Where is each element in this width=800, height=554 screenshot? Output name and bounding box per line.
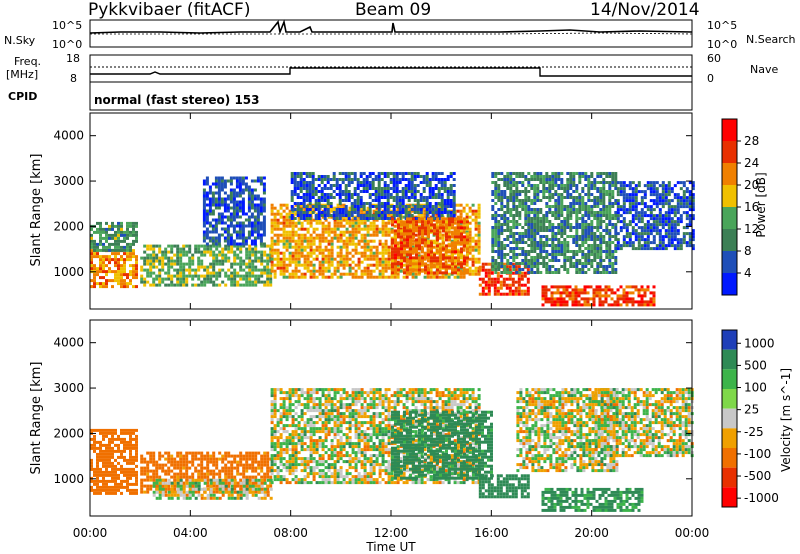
velocity-colorbar-tick-label: 1000 — [744, 336, 775, 350]
freq-tick-high: 18 — [66, 52, 80, 65]
power-colorbar-tick-label: 20 — [744, 178, 759, 192]
velocity-regions — [90, 388, 694, 512]
velocity-region-8 — [591, 388, 694, 458]
nsky-tick-low: 10^0 — [52, 38, 83, 51]
power-colorbar-swatch — [722, 229, 737, 251]
nsky-label: N.Sky — [4, 34, 36, 47]
velocity-colorbar-tick-label: 100 — [744, 381, 767, 395]
xtick-label: 08:00 — [273, 526, 308, 540]
power-colorbar-swatch — [722, 141, 737, 163]
velocity-region-0 — [90, 428, 138, 495]
ytick-label: 3000 — [53, 381, 84, 395]
power-region-9 — [541, 285, 656, 307]
velocity-colorbar-swatch — [722, 349, 737, 370]
velocity-colorbar-swatch — [722, 408, 737, 429]
beam-label: Beam 09 — [355, 0, 432, 20]
power-colorbar-tick-label: 12 — [744, 222, 759, 236]
xtick-label: 04:00 — [173, 526, 208, 540]
xlabel: Time UT — [365, 540, 416, 554]
ytick-label: 1000 — [53, 265, 84, 279]
power-region-0 — [90, 249, 138, 289]
nsky-panel-frame — [89, 19, 693, 48]
xtick-label: 16:00 — [474, 526, 509, 540]
power-region-5 — [290, 172, 456, 220]
power-region-2 — [140, 244, 273, 287]
power-colorbar-swatch — [722, 273, 737, 295]
velocity-colorbar-tick-label: -500 — [744, 469, 771, 483]
power-colorbar-swatch — [722, 251, 737, 273]
power-colorbar-swatch — [722, 119, 737, 141]
velocity-colorbar-swatch — [722, 487, 737, 507]
power-region-6 — [391, 217, 469, 275]
ytick-label: 2000 — [53, 426, 84, 440]
power-colorbar-label: Power [dB] — [754, 172, 768, 237]
ytick-label: 1000 — [53, 472, 84, 486]
velocity-colorbar-tick-label: 25 — [744, 403, 759, 417]
power-colorbar-swatch — [722, 185, 737, 207]
velocity-colorbar-label: Velocity [m s^-1] — [779, 368, 793, 472]
velocity-region-4 — [391, 410, 493, 480]
power-colorbar-tick-label: 24 — [744, 156, 759, 170]
ytick-label: 2000 — [53, 219, 84, 233]
power-colorbar-tick-label: 4 — [744, 266, 752, 280]
power-region-10 — [616, 181, 695, 251]
nsearch-tick-high: 10^5 — [707, 19, 738, 32]
velocity-region-2 — [152, 478, 273, 500]
ytick-label: 4000 — [53, 336, 84, 350]
power-colorbar-tick-label: 16 — [744, 200, 759, 214]
velocity-colorbar-swatch — [722, 330, 737, 350]
power-colorbar-swatch — [722, 207, 737, 229]
xtick-label: 12:00 — [374, 526, 409, 540]
nsky-trace — [89, 19, 693, 35]
power-region-1 — [90, 221, 138, 252]
power-region-3 — [202, 176, 266, 246]
date-label: 14/Nov/2014 — [590, 0, 700, 20]
freq-unit-label: [MHz] — [6, 68, 39, 81]
velocity-colorbar-tick-label: 500 — [744, 358, 767, 372]
xtick-label: 00:00 — [73, 526, 108, 540]
velocity-colorbar-tick-label: -25 — [744, 425, 764, 439]
power-region-8 — [491, 172, 618, 274]
nave-tick-high: 60 — [707, 52, 721, 65]
station-title: Pykkvibaer (fitACF) — [88, 0, 251, 20]
power-colorbar-tick-label: 28 — [744, 134, 759, 148]
velocity-colorbar: 1000 500 100 25 -25 -100 -500 -1000 — [721, 329, 779, 508]
nave-label: Nave — [750, 63, 779, 76]
cpid-text: normal (fast stereo) 153 — [94, 93, 260, 107]
xtick-label: 20:00 — [574, 526, 609, 540]
nsearch-trace — [90, 32, 693, 35]
velocity-ylabel: Slant Range [km] — [29, 362, 44, 475]
velocity-colorbar-frame — [721, 329, 738, 508]
velocity-colorbar-swatch — [722, 428, 737, 448]
cpid-panel-frame — [89, 81, 693, 111]
ytick-label: 4000 — [53, 129, 84, 143]
power-regions — [90, 172, 695, 307]
ytick-label: 3000 — [53, 174, 84, 188]
velocity-colorbar-swatch — [722, 467, 737, 488]
cpid-label: CPID — [8, 90, 38, 103]
freq-trace — [90, 67, 692, 77]
power-colorbar: 4 8 12 16 20 24 28 — [721, 118, 759, 296]
nsearch-label: N.Search — [746, 33, 796, 46]
velocity-colorbar-swatch — [722, 369, 737, 389]
velocity-colorbar-tick-label: -1000 — [744, 491, 779, 505]
freq-label: Freq. — [14, 55, 42, 68]
nave-tick-low: 0 — [707, 72, 714, 85]
velocity-colorbar-swatch — [722, 389, 737, 409]
power-colorbar-tick-label: 8 — [744, 244, 752, 258]
nsearch-tick-low: 10^0 — [707, 38, 738, 51]
nsky-tick-high: 10^5 — [52, 19, 83, 32]
velocity-region-7 — [541, 487, 644, 512]
power-ylabel: Slant Range [km] — [29, 154, 44, 267]
velocity-colorbar-tick-label: -100 — [744, 447, 771, 461]
freq-tick-low: 8 — [70, 72, 77, 85]
velocity-region-5 — [478, 474, 530, 499]
velocity-colorbar-swatch — [722, 448, 737, 468]
xtick-label: 00:00 — [675, 526, 710, 540]
power-colorbar-swatch — [722, 163, 737, 185]
